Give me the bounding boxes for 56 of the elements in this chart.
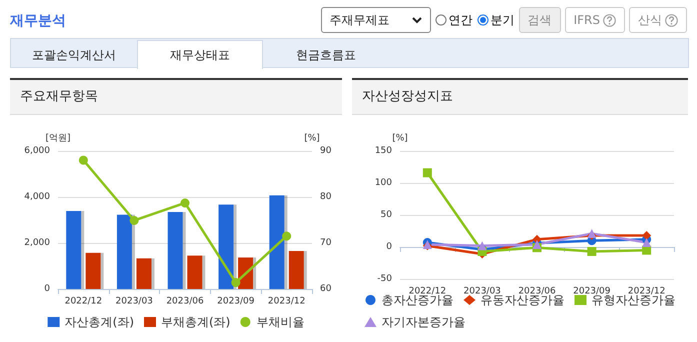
y2-tick-label: 90 [320, 146, 332, 156]
y-tick-label: 6,000 [24, 146, 50, 156]
text: 주재무제표 [320, 7, 431, 33]
text: 재무상태표 [137, 40, 263, 69]
bar [136, 258, 152, 289]
point [642, 230, 652, 240]
text: 검색 [518, 7, 561, 33]
y-tick-label: 4,000 [24, 192, 50, 202]
y2-tick-label: 60 [320, 284, 332, 294]
point [130, 216, 139, 225]
text: 연간 [448, 12, 473, 28]
point [180, 198, 190, 208]
y-tick-label: 0 [386, 242, 392, 252]
text: 산식 [629, 7, 687, 33]
bar [288, 251, 304, 289]
text: 분기 [490, 12, 515, 28]
point [282, 232, 292, 241]
y2-axis-title: [%] [304, 134, 320, 144]
y-tick-label: -50 [377, 274, 392, 284]
x-tick-label: 2023/09 [217, 296, 255, 306]
y-tick-label: 50 [380, 210, 392, 220]
bar [86, 252, 101, 289]
bar [187, 256, 202, 289]
legend-label: 부채비율 [256, 315, 304, 329]
legend-label: 자산총계(좌) [64, 315, 134, 329]
y-tick-label: 150 [374, 146, 392, 156]
y-axis-title: [억원] [45, 134, 71, 144]
x-tick-label: 2023/12 [268, 296, 306, 306]
point [422, 168, 432, 178]
x-tick-label: 2023/06 [166, 296, 204, 306]
legend-label: 부채총계(좌) [161, 315, 230, 329]
x-tick-label: 2022/12 [64, 296, 102, 306]
point [642, 238, 652, 248]
y-axis-title: [%] [392, 134, 408, 144]
text: 현금흐름표 [295, 47, 357, 64]
text: 포괄손익계산서 [31, 47, 117, 64]
legend-label: 자기자본증가율 [382, 315, 466, 329]
chart-title: 자산성장성지표 [352, 80, 688, 115]
chart-title: 주요재무항목 [10, 80, 342, 115]
y2-tick-label: 80 [320, 192, 332, 202]
point [478, 241, 487, 250]
bar [116, 214, 132, 289]
y2-tick-label: 70 [320, 238, 332, 248]
bar [168, 212, 183, 289]
y-tick-label: 100 [374, 178, 392, 188]
point [78, 156, 88, 165]
text: 재무분석 [10, 12, 66, 30]
y-tick-label: 0 [44, 284, 50, 294]
point [587, 246, 596, 256]
bar [218, 204, 234, 289]
point [231, 278, 240, 288]
x-tick-label: 2023/03 [116, 296, 153, 306]
text: IFRS [564, 7, 625, 33]
bar [269, 195, 284, 289]
bar [66, 211, 82, 289]
y-tick-label: 2,000 [24, 238, 50, 248]
